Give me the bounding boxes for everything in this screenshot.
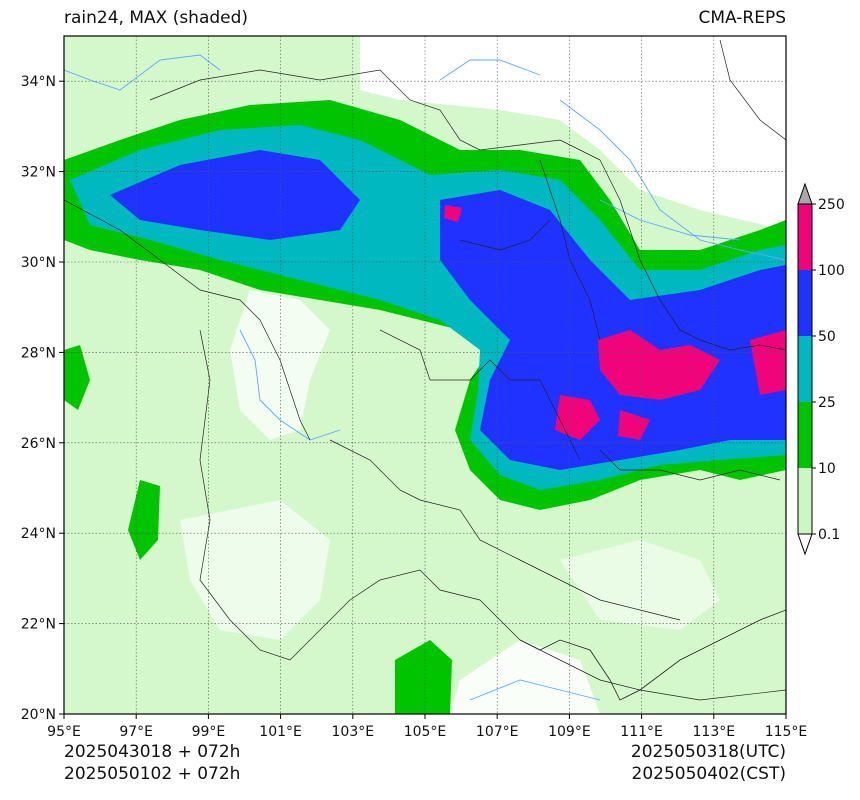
x-tick-label: 109°E (548, 724, 591, 740)
y-tick-label: 20°N (21, 707, 56, 723)
y-tick-label: 34°N (21, 74, 56, 90)
y-tick-label: 22°N (21, 617, 56, 633)
x-tick-label: 105°E (404, 724, 447, 740)
colorbar-level-label: 250 (818, 197, 845, 213)
colorbar-over-arrow (797, 182, 813, 205)
x-tick-label: 107°E (476, 724, 519, 740)
colorbar-legend: 0.1 10 25 50 100 250 (797, 182, 845, 556)
colorbar-level-label: 50 (818, 329, 836, 345)
colorbar-segment (798, 468, 812, 534)
x-tick-label: 113°E (693, 724, 736, 740)
x-tick-label: 97°E (119, 724, 153, 740)
colorbar-segment (798, 336, 812, 402)
model-name: CMA-REPS (698, 8, 786, 28)
y-tick-label: 30°N (21, 255, 56, 271)
rivers (64, 54, 786, 701)
x-tick-label: 99°E (192, 724, 226, 740)
x-tick-label: 115°E (765, 724, 808, 740)
latitude-axis: 20°N 22°N 24°N 26°N 28°N 30°N 32°N 34°N (21, 74, 64, 723)
colorbar-level-label: 100 (818, 263, 845, 279)
colorbar-frame (797, 203, 813, 535)
x-tick-label: 111°E (620, 724, 663, 740)
longitude-axis: 95°E 97°E 99°E 101°E 103°E 105°E 107°E 109°E 111… (47, 714, 807, 740)
rain-100-250 (444, 205, 786, 440)
init-time-utc: 2025043018 + 072h (64, 742, 241, 762)
coastline (519, 609, 786, 701)
valid-time-utc: 2025050318(UTC) (630, 742, 786, 762)
province-borders (64, 39, 786, 701)
colorbar-segment (798, 204, 812, 270)
colorbar-level-label: 25 (818, 395, 836, 411)
x-tick-label: 95°E (47, 724, 81, 740)
colorbar-level-label: 0.1 (818, 527, 840, 543)
no-rain-areas (180, 36, 786, 714)
y-tick-label: 32°N (21, 165, 56, 181)
init-time-cst: 2025050102 + 072h (64, 764, 241, 784)
y-tick-label: 26°N (21, 436, 56, 452)
colorbar-level-label: 10 (818, 461, 836, 477)
colorbar-segment (798, 402, 812, 468)
x-tick-label: 103°E (332, 724, 375, 740)
colorbar-under-arrow (797, 533, 813, 556)
map-title: rain24, MAX (shaded) (64, 8, 249, 28)
y-tick-label: 24°N (21, 526, 56, 542)
y-tick-label: 28°N (21, 345, 56, 361)
valid-time-cst: 2025050402(CST) (631, 764, 786, 784)
graticule (64, 36, 786, 714)
colorbar-segment (798, 270, 812, 336)
map-content (64, 36, 786, 714)
rain-50-100 (110, 150, 786, 470)
x-tick-label: 101°E (259, 724, 302, 740)
